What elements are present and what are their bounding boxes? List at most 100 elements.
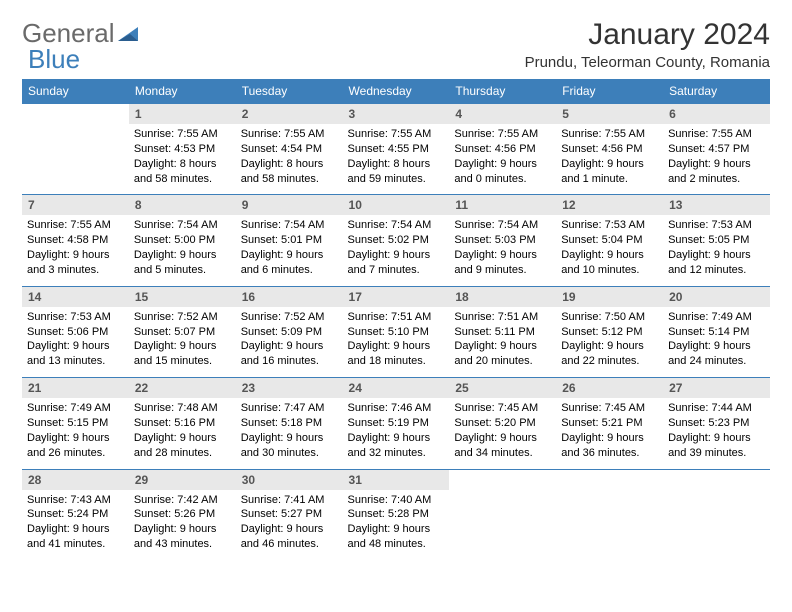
day-number-cell: 19 bbox=[556, 286, 663, 307]
sunset-line: Sunset: 5:06 PM bbox=[27, 325, 124, 340]
sunrise-line: Sunrise: 7:42 AM bbox=[134, 493, 231, 508]
sunset-line: Sunset: 5:28 PM bbox=[348, 507, 445, 522]
day-number-cell: 6 bbox=[663, 104, 770, 125]
day-detail-cell: Sunrise: 7:55 AMSunset: 4:55 PMDaylight:… bbox=[343, 124, 450, 195]
sunset-line: Sunset: 5:01 PM bbox=[241, 233, 338, 248]
day-detail-cell: Sunrise: 7:55 AMSunset: 4:58 PMDaylight:… bbox=[22, 215, 129, 286]
header-row: Sunday Monday Tuesday Wednesday Thursday… bbox=[22, 79, 770, 104]
sunset-line: Sunset: 4:54 PM bbox=[241, 142, 338, 157]
day-detail-cell bbox=[22, 124, 129, 195]
col-monday: Monday bbox=[129, 79, 236, 104]
day-number-cell: 10 bbox=[343, 195, 450, 216]
day-number-cell: 28 bbox=[22, 469, 129, 490]
daylight-line1: Daylight: 9 hours bbox=[134, 522, 231, 537]
calendar-body: 123456Sunrise: 7:55 AMSunset: 4:53 PMDay… bbox=[22, 104, 770, 560]
sunset-line: Sunset: 5:23 PM bbox=[668, 416, 765, 431]
sunset-line: Sunset: 4:56 PM bbox=[561, 142, 658, 157]
sunrise-line: Sunrise: 7:41 AM bbox=[241, 493, 338, 508]
day-number-cell: 23 bbox=[236, 378, 343, 399]
daylight-line1: Daylight: 8 hours bbox=[241, 157, 338, 172]
sunrise-line: Sunrise: 7:50 AM bbox=[561, 310, 658, 325]
day-number-cell: 12 bbox=[556, 195, 663, 216]
day-number-cell: 14 bbox=[22, 286, 129, 307]
sunset-line: Sunset: 4:55 PM bbox=[348, 142, 445, 157]
sunset-line: Sunset: 5:09 PM bbox=[241, 325, 338, 340]
day-detail-cell: Sunrise: 7:43 AMSunset: 5:24 PMDaylight:… bbox=[22, 490, 129, 560]
daylight-line2: and 18 minutes. bbox=[348, 354, 445, 369]
sunset-line: Sunset: 5:16 PM bbox=[134, 416, 231, 431]
sunrise-line: Sunrise: 7:55 AM bbox=[668, 127, 765, 142]
sunset-line: Sunset: 5:21 PM bbox=[561, 416, 658, 431]
daylight-line2: and 3 minutes. bbox=[27, 263, 124, 278]
day-number-cell: 18 bbox=[449, 286, 556, 307]
sunset-line: Sunset: 5:10 PM bbox=[348, 325, 445, 340]
daylight-line1: Daylight: 9 hours bbox=[561, 157, 658, 172]
sunrise-line: Sunrise: 7:47 AM bbox=[241, 401, 338, 416]
title-block: January 2024 Prundu, Teleorman County, R… bbox=[525, 18, 770, 71]
sunrise-line: Sunrise: 7:51 AM bbox=[348, 310, 445, 325]
sunrise-line: Sunrise: 7:54 AM bbox=[348, 218, 445, 233]
daylight-line2: and 58 minutes. bbox=[134, 172, 231, 187]
sunrise-line: Sunrise: 7:55 AM bbox=[561, 127, 658, 142]
daylight-line2: and 39 minutes. bbox=[668, 446, 765, 461]
day-detail-cell: Sunrise: 7:53 AMSunset: 5:06 PMDaylight:… bbox=[22, 307, 129, 378]
day-number-cell: 11 bbox=[449, 195, 556, 216]
day-detail-cell: Sunrise: 7:55 AMSunset: 4:56 PMDaylight:… bbox=[556, 124, 663, 195]
detail-row: Sunrise: 7:49 AMSunset: 5:15 PMDaylight:… bbox=[22, 398, 770, 469]
day-number-cell: 9 bbox=[236, 195, 343, 216]
daylight-line2: and 58 minutes. bbox=[241, 172, 338, 187]
sunrise-line: Sunrise: 7:53 AM bbox=[561, 218, 658, 233]
daynum-row: 14151617181920 bbox=[22, 286, 770, 307]
day-detail-cell: Sunrise: 7:48 AMSunset: 5:16 PMDaylight:… bbox=[129, 398, 236, 469]
day-number-cell: 2 bbox=[236, 104, 343, 125]
day-detail-cell: Sunrise: 7:45 AMSunset: 5:20 PMDaylight:… bbox=[449, 398, 556, 469]
sunset-line: Sunset: 5:02 PM bbox=[348, 233, 445, 248]
daylight-line1: Daylight: 9 hours bbox=[241, 431, 338, 446]
daylight-line2: and 26 minutes. bbox=[27, 446, 124, 461]
day-number-cell: 26 bbox=[556, 378, 663, 399]
daylight-line1: Daylight: 9 hours bbox=[668, 248, 765, 263]
sunrise-line: Sunrise: 7:55 AM bbox=[241, 127, 338, 142]
day-detail-cell bbox=[556, 490, 663, 560]
daylight-line2: and 32 minutes. bbox=[348, 446, 445, 461]
sunset-line: Sunset: 5:12 PM bbox=[561, 325, 658, 340]
daylight-line2: and 1 minute. bbox=[561, 172, 658, 187]
daylight-line2: and 41 minutes. bbox=[27, 537, 124, 552]
day-number-cell: 16 bbox=[236, 286, 343, 307]
day-detail-cell: Sunrise: 7:53 AMSunset: 5:04 PMDaylight:… bbox=[556, 215, 663, 286]
day-detail-cell: Sunrise: 7:55 AMSunset: 4:56 PMDaylight:… bbox=[449, 124, 556, 195]
day-detail-cell: Sunrise: 7:52 AMSunset: 5:07 PMDaylight:… bbox=[129, 307, 236, 378]
daylight-line2: and 24 minutes. bbox=[668, 354, 765, 369]
sunrise-line: Sunrise: 7:49 AM bbox=[27, 401, 124, 416]
daylight-line2: and 12 minutes. bbox=[668, 263, 765, 278]
sunrise-line: Sunrise: 7:55 AM bbox=[454, 127, 551, 142]
daylight-line1: Daylight: 9 hours bbox=[454, 339, 551, 354]
day-detail-cell: Sunrise: 7:54 AMSunset: 5:03 PMDaylight:… bbox=[449, 215, 556, 286]
daylight-line2: and 46 minutes. bbox=[241, 537, 338, 552]
day-number-cell bbox=[22, 104, 129, 125]
month-title: January 2024 bbox=[525, 18, 770, 52]
daylight-line1: Daylight: 9 hours bbox=[241, 248, 338, 263]
calendar-table: Sunday Monday Tuesday Wednesday Thursday… bbox=[22, 79, 770, 560]
day-number-cell bbox=[663, 469, 770, 490]
daylight-line1: Daylight: 9 hours bbox=[454, 431, 551, 446]
daylight-line2: and 0 minutes. bbox=[454, 172, 551, 187]
day-number-cell: 22 bbox=[129, 378, 236, 399]
day-number-cell: 4 bbox=[449, 104, 556, 125]
logo-word2: Blue bbox=[28, 44, 80, 75]
day-detail-cell: Sunrise: 7:54 AMSunset: 5:02 PMDaylight:… bbox=[343, 215, 450, 286]
day-number-cell bbox=[556, 469, 663, 490]
day-number-cell: 5 bbox=[556, 104, 663, 125]
day-detail-cell: Sunrise: 7:44 AMSunset: 5:23 PMDaylight:… bbox=[663, 398, 770, 469]
day-detail-cell: Sunrise: 7:45 AMSunset: 5:21 PMDaylight:… bbox=[556, 398, 663, 469]
sunrise-line: Sunrise: 7:46 AM bbox=[348, 401, 445, 416]
col-friday: Friday bbox=[556, 79, 663, 104]
day-number-cell: 25 bbox=[449, 378, 556, 399]
sunset-line: Sunset: 5:27 PM bbox=[241, 507, 338, 522]
sunrise-line: Sunrise: 7:55 AM bbox=[134, 127, 231, 142]
daylight-line1: Daylight: 9 hours bbox=[241, 522, 338, 537]
col-saturday: Saturday bbox=[663, 79, 770, 104]
daylight-line1: Daylight: 8 hours bbox=[134, 157, 231, 172]
daylight-line2: and 43 minutes. bbox=[134, 537, 231, 552]
sunset-line: Sunset: 4:53 PM bbox=[134, 142, 231, 157]
